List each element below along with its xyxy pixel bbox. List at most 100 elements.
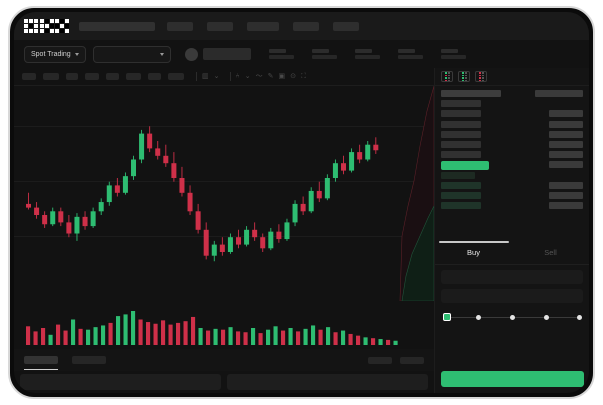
price-chart[interactable] xyxy=(14,86,434,301)
ticker-stat-2 xyxy=(311,49,337,59)
slider-step-25[interactable] xyxy=(476,314,481,320)
okx-logo-k xyxy=(39,19,54,33)
ticker-stat-3 xyxy=(354,49,380,59)
depth-overlay xyxy=(399,86,434,301)
chevron-down-icon[interactable]: ⌄ xyxy=(244,73,251,80)
order-price-field[interactable] xyxy=(441,270,583,284)
orderbook-rows[interactable] xyxy=(435,86,589,241)
bid-amount xyxy=(549,181,583,189)
orderbook-ask-row[interactable] xyxy=(441,100,583,108)
timeframe-8[interactable] xyxy=(168,73,184,80)
ask-price xyxy=(441,120,481,128)
slider-step-100[interactable] xyxy=(577,314,582,320)
device-frame: Spot Trading ▥ ⌄ ⑃ ⌄ 〜 ✎ ▣ ⊙ ⛶ xyxy=(8,6,595,399)
toolbar-divider xyxy=(196,72,197,81)
timeframe-6[interactable] xyxy=(126,73,141,80)
nav-item-1[interactable] xyxy=(167,21,193,31)
order-amount-field[interactable] xyxy=(441,289,583,303)
nav-item-3[interactable] xyxy=(247,21,279,31)
both-icon[interactable] xyxy=(441,71,453,82)
tab-sell[interactable]: Sell xyxy=(544,248,557,257)
ticker-stat-1 xyxy=(268,49,294,59)
bid-price xyxy=(441,191,481,199)
okx-logo[interactable] xyxy=(24,19,69,33)
ticker-stats xyxy=(268,49,466,59)
orderbook-bid-row[interactable] xyxy=(441,191,583,199)
ask-price xyxy=(441,100,481,108)
ask-price xyxy=(441,110,481,118)
orderbook-ask-row[interactable] xyxy=(441,140,583,148)
orders-action-1[interactable] xyxy=(368,356,392,364)
orders-action-2[interactable] xyxy=(400,356,424,364)
ticker-stat-4 xyxy=(397,49,423,59)
ask-amount xyxy=(535,90,583,97)
chevron-down-icon[interactable]: ⌄ xyxy=(213,73,220,80)
settings-icon[interactable]: ⊙ xyxy=(290,73,296,80)
ask-price xyxy=(441,90,501,97)
bid-price xyxy=(441,171,475,179)
tab-buy[interactable]: Buy xyxy=(467,248,480,257)
last-price-value xyxy=(441,161,489,171)
submit-buy-button[interactable] xyxy=(441,371,584,387)
order-amount-slider[interactable] xyxy=(443,313,582,322)
indicator-icon[interactable]: ⑃ xyxy=(235,73,240,80)
asks-icon[interactable] xyxy=(475,71,487,82)
fullscreen-icon[interactable]: ⛶ xyxy=(300,73,306,80)
chevron-down-icon xyxy=(74,52,79,56)
ask-amount xyxy=(549,151,583,159)
okx-logo-o xyxy=(24,19,38,33)
orderbook-ask-row[interactable] xyxy=(441,120,583,128)
chart-gridline xyxy=(14,181,434,182)
global-search-input[interactable] xyxy=(79,21,155,31)
trading-mode-label: Spot Trading xyxy=(31,50,71,58)
nav-item-5[interactable] xyxy=(333,21,359,31)
slider-step-75[interactable] xyxy=(544,314,549,320)
nav-item-4[interactable] xyxy=(293,21,319,31)
toolbar-divider xyxy=(229,72,231,81)
orderbook-ask-row[interactable] xyxy=(441,110,583,118)
orders-tabs xyxy=(14,349,434,371)
orderbook-bid-row[interactable] xyxy=(441,202,583,210)
trading-sub-toolbar: Spot Trading xyxy=(14,40,589,68)
ask-amount xyxy=(549,140,583,148)
bottom-tab-1[interactable] xyxy=(24,356,58,370)
pencil-icon[interactable]: ✎ xyxy=(267,73,274,80)
bid-amount xyxy=(549,202,583,210)
timeframe-2[interactable] xyxy=(43,73,59,80)
ask-price xyxy=(441,130,481,138)
top-navigation-bar xyxy=(14,12,589,40)
orderbook-ask-row[interactable] xyxy=(441,90,583,97)
orderbook-ask-row[interactable] xyxy=(441,130,583,138)
timeframe-7[interactable] xyxy=(148,73,161,80)
bids-icon[interactable] xyxy=(458,71,470,82)
orderbook-view-modes xyxy=(435,68,589,86)
orderbook-ask-row[interactable] xyxy=(441,151,583,159)
pair-select-dropdown[interactable] xyxy=(92,45,171,63)
timeframe-3[interactable] xyxy=(66,73,78,80)
candles-icon[interactable]: ▥ xyxy=(202,73,209,80)
camera-icon[interactable]: ▣ xyxy=(278,73,286,80)
device-screen: Spot Trading ▥ ⌄ ⑃ ⌄ 〜 ✎ ▣ ⊙ ⛶ xyxy=(14,12,589,393)
ask-price xyxy=(441,140,481,148)
nav-item-2[interactable] xyxy=(207,21,233,31)
trading-mode-dropdown[interactable]: Spot Trading xyxy=(24,45,86,63)
slider-step-50[interactable] xyxy=(510,314,515,320)
ask-amount xyxy=(549,120,583,128)
orderbook-last-price-row xyxy=(441,161,583,171)
orderbook-bid-row[interactable] xyxy=(441,181,583,189)
timeframe-5[interactable] xyxy=(106,73,119,80)
bottom-tab-2[interactable] xyxy=(72,356,106,364)
okx-logo-x xyxy=(55,19,69,33)
orderbook-bid-row[interactable] xyxy=(441,171,583,179)
timeframe-1[interactable] xyxy=(22,73,36,80)
orders-actions xyxy=(368,356,434,364)
chart-toolbar: ▥ ⌄ ⑃ ⌄ 〜 ✎ ▣ ⊙ ⛶ xyxy=(14,68,434,86)
timeframe-4[interactable] xyxy=(85,73,99,80)
ask-amount xyxy=(549,110,583,118)
line-tool-icon[interactable]: 〜 xyxy=(255,73,263,80)
slider-handle[interactable] xyxy=(443,313,451,321)
orders-content xyxy=(14,371,434,393)
chart-gridline xyxy=(14,236,434,237)
orders-panel-1 xyxy=(20,374,221,390)
